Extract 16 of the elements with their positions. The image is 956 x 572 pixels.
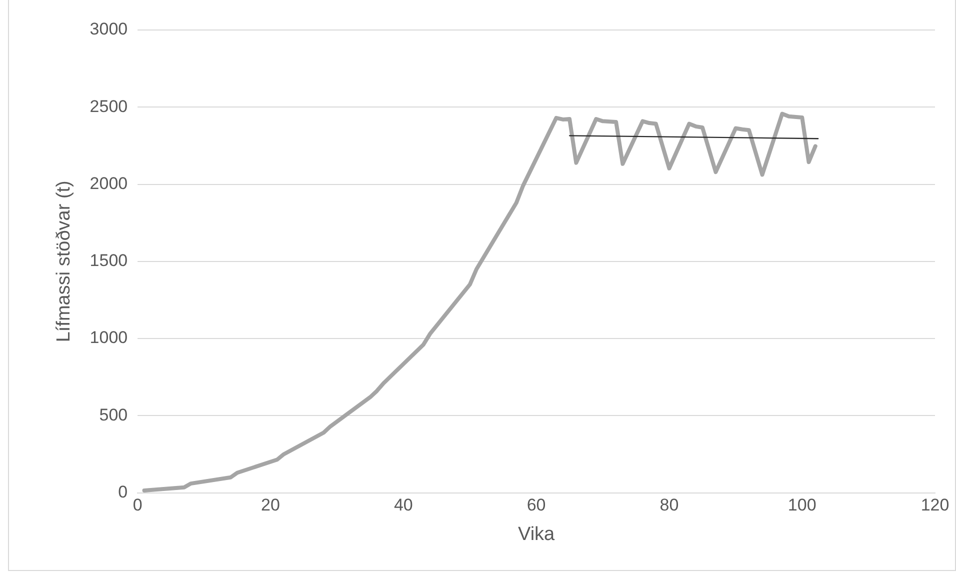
y-tick-label: 0 <box>118 482 128 502</box>
x-tick-label: 100 <box>788 496 816 515</box>
y-tick-label: 2000 <box>90 174 128 193</box>
x-tick-label: 0 <box>132 496 142 515</box>
y-tick-label: 500 <box>99 405 128 424</box>
x-tick-label: 120 <box>920 496 950 515</box>
y-tick-label: 1000 <box>90 328 128 348</box>
y-tick-label: 2500 <box>90 96 128 116</box>
x-tick-label: 20 <box>261 496 280 515</box>
x-tick-label: 80 <box>660 496 679 515</box>
x-tick-label: 60 <box>526 496 546 515</box>
y-tick-label: 3000 <box>90 20 128 39</box>
y-axis-title: Lífmassi stöðvar (t) <box>54 180 75 342</box>
x-tick-label: 40 <box>394 496 413 515</box>
y-tick-label: 1500 <box>90 251 128 270</box>
x-axis-title: Vika <box>518 524 556 545</box>
